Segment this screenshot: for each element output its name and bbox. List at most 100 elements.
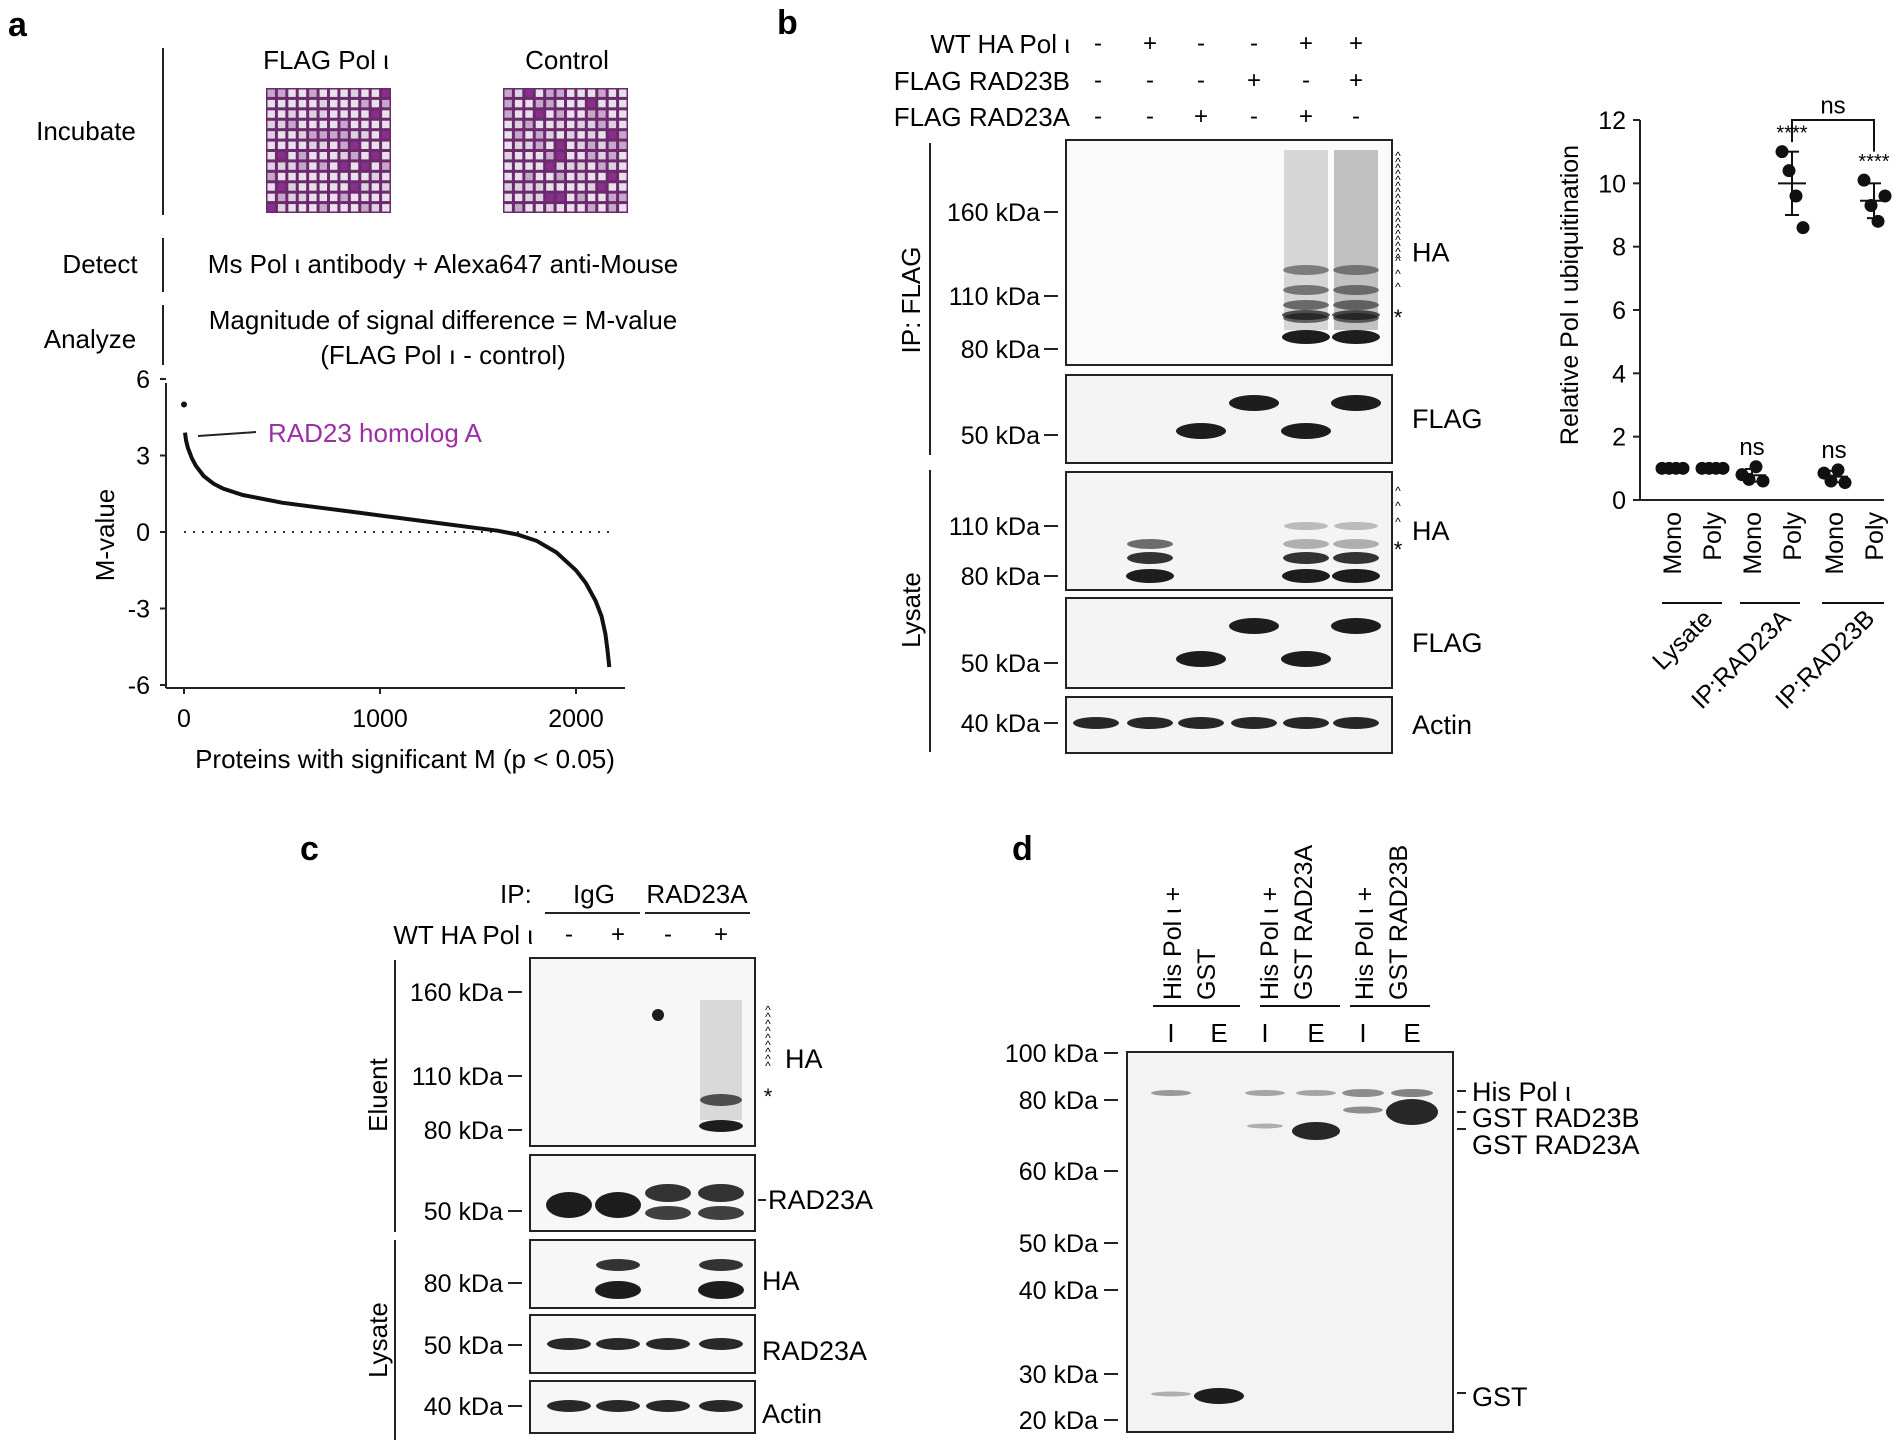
panel-a: a Incubate Detect Analyze FLAG Pol ι Con… — [8, 6, 678, 774]
band — [700, 1094, 742, 1106]
marker-label: 50 kDa — [1019, 1230, 1098, 1258]
array-spot — [504, 120, 512, 129]
lane-code: E — [1403, 1018, 1420, 1048]
array-spot — [598, 110, 606, 118]
array-spot — [608, 152, 617, 160]
marker-label: 40 kDa — [1019, 1277, 1098, 1305]
array-spot — [577, 120, 585, 129]
minus-sign: - — [1250, 30, 1258, 57]
array-spot — [371, 162, 380, 170]
array-spot — [577, 204, 585, 212]
array-spot — [361, 141, 369, 149]
blot-name: RAD23A — [762, 1336, 867, 1366]
array-spot — [371, 141, 380, 149]
array-spot — [309, 120, 317, 129]
ubiquitin-caret: ^ — [1395, 267, 1401, 281]
blot-name: RAD23A — [768, 1185, 873, 1215]
band — [699, 1259, 743, 1271]
band — [1245, 1090, 1285, 1096]
band — [1151, 1391, 1191, 1397]
array-spot — [556, 193, 564, 202]
x-tick-label: 2000 — [548, 705, 604, 733]
band-label: GST RAD23A — [1472, 1130, 1640, 1160]
array-spot — [556, 183, 564, 191]
array-spot — [577, 183, 585, 191]
marker-label: 160 kDa — [947, 199, 1040, 227]
array-frame — [503, 88, 628, 213]
gst-rad23a-band — [1292, 1122, 1340, 1140]
array-spot — [535, 162, 544, 170]
ubiquitin-caret: ^ — [1395, 215, 1401, 229]
array-spot — [361, 193, 369, 202]
array-spot — [382, 141, 390, 149]
data-point — [1782, 164, 1796, 178]
actin-band — [547, 1400, 591, 1412]
array-spot — [371, 204, 380, 212]
array-spot — [546, 131, 554, 139]
array-spot — [309, 99, 317, 108]
plus-sign: + — [1143, 30, 1157, 57]
minus-sign: - — [1197, 67, 1205, 94]
array-spot — [277, 131, 286, 139]
lane-label-line2: GST — [1193, 949, 1221, 1000]
array-spot — [330, 99, 338, 108]
array-spot — [587, 172, 596, 181]
category-label: Mono — [1739, 512, 1767, 575]
x-axis-label: Proteins with significant M (p < 0.05) — [195, 744, 615, 774]
array-spot — [514, 152, 523, 160]
band — [1282, 569, 1330, 583]
analyze-text-2: (FLAG Pol ı - control) — [320, 340, 566, 370]
array-spot — [619, 120, 627, 129]
band — [596, 1259, 640, 1271]
array-spot — [608, 99, 617, 108]
ubiquitin-caret: ^ — [1395, 227, 1401, 241]
array-spot — [330, 141, 338, 149]
band — [1331, 618, 1381, 634]
lane-label-line1: His Pol ι + — [1159, 887, 1187, 1000]
band — [1247, 1123, 1283, 1129]
array-spot — [371, 172, 380, 181]
ubiquitin-caret: ^ — [1395, 484, 1401, 498]
array-spot — [298, 204, 307, 212]
plus-sign: + — [1349, 67, 1363, 94]
array-spot — [309, 89, 317, 97]
blot-frame — [1065, 597, 1393, 689]
array-spot — [371, 131, 380, 139]
lane-label-line2: GST RAD23B — [1385, 845, 1413, 1000]
blot-name: HA — [1412, 516, 1450, 546]
array-spot — [382, 110, 390, 118]
array-spot — [371, 152, 380, 160]
array-spot — [567, 162, 575, 170]
band — [1229, 395, 1279, 411]
ubiquitin-caret: ^ — [1395, 515, 1401, 529]
array-spot — [577, 131, 585, 139]
array-spot — [277, 152, 286, 160]
blot-name: FLAG — [1412, 404, 1483, 434]
ladder-band — [1283, 265, 1329, 275]
array-spot — [298, 193, 307, 202]
array-spot — [598, 152, 606, 160]
bracket-ns-label: ns — [1820, 93, 1845, 120]
c-row-label: WT HA Pol ι — [393, 920, 533, 950]
band — [1331, 395, 1381, 411]
array-spot — [298, 183, 307, 191]
ubiquitin-caret: ^ — [1395, 251, 1401, 265]
ubiquitin-caret: ^ — [1395, 167, 1401, 181]
blot-frame — [1065, 374, 1393, 464]
gst-band — [1194, 1388, 1244, 1404]
y-tick-label: 0 — [136, 519, 150, 547]
array-spot — [298, 99, 307, 108]
y-tick-label: -6 — [128, 672, 150, 700]
array-spot — [267, 131, 275, 139]
actin-band — [1283, 717, 1329, 729]
array-spot — [361, 89, 369, 97]
array-spot — [267, 141, 275, 149]
y-tick-label: 4 — [1612, 360, 1626, 388]
array-spot — [546, 204, 554, 212]
array-spot — [382, 172, 390, 181]
plus-sign: + — [714, 921, 728, 948]
b-blot-4: 50 kDa FLAG — [961, 597, 1483, 689]
array-spot — [350, 152, 359, 160]
array-spot — [361, 172, 369, 181]
